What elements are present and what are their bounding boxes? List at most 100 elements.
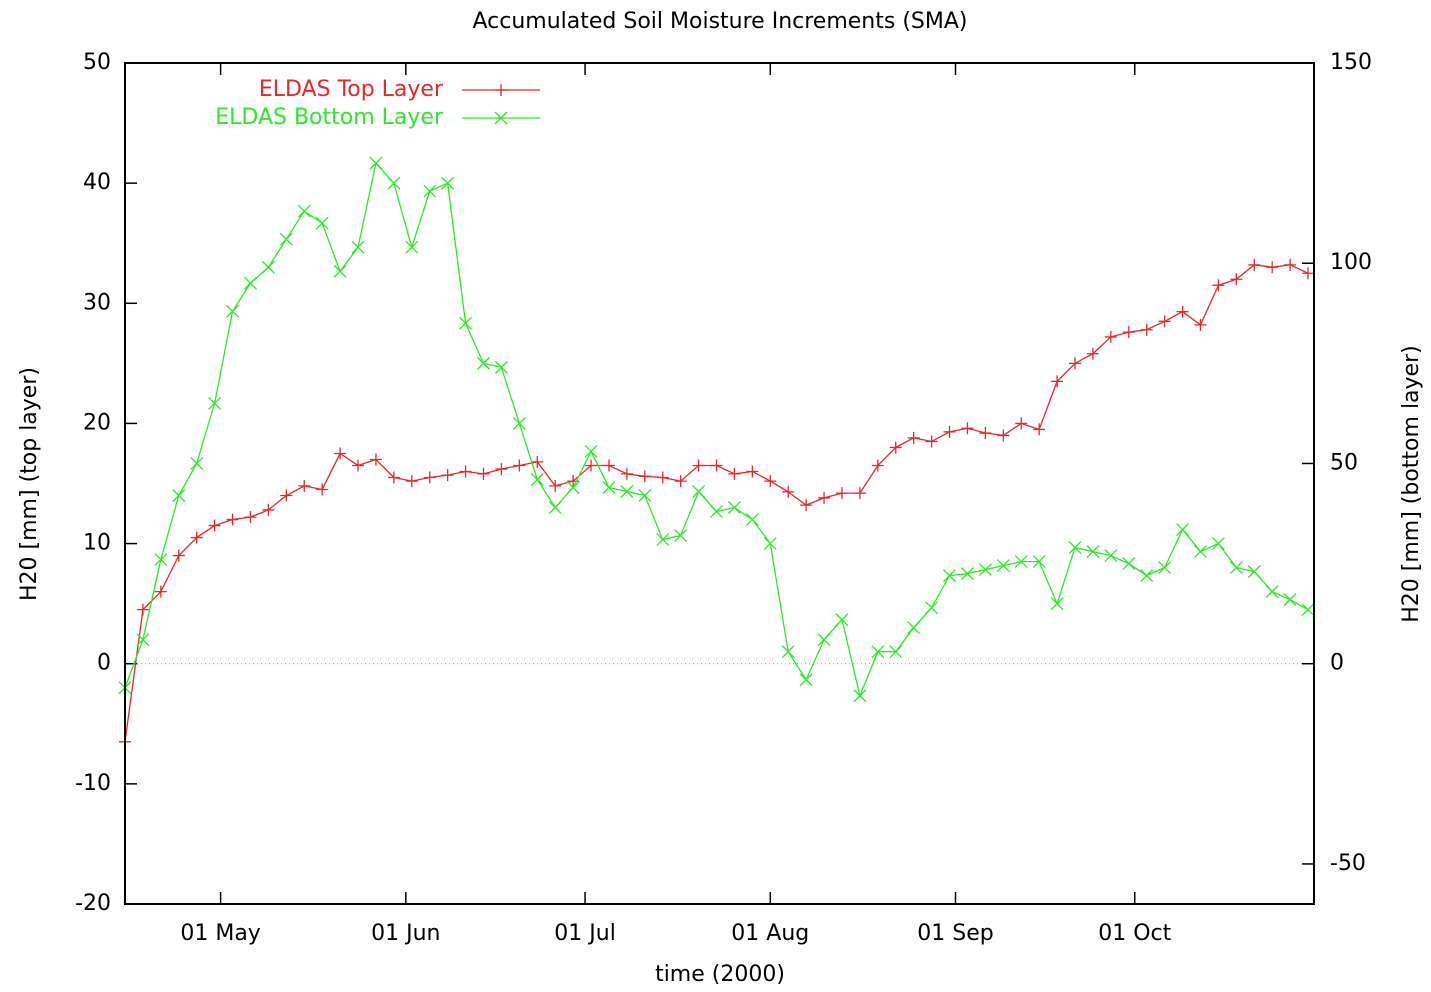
point-marker <box>208 396 222 410</box>
point-marker <box>1104 330 1117 343</box>
point-marker <box>261 260 275 274</box>
legend-label: ELDAS Top Layer <box>259 77 444 102</box>
point-marker <box>334 447 347 460</box>
point-marker <box>226 513 239 526</box>
point-marker <box>441 469 454 482</box>
point-marker <box>871 645 885 659</box>
point-marker <box>190 531 203 544</box>
point-marker <box>710 459 723 472</box>
point-marker <box>692 485 706 498</box>
point-marker <box>602 459 615 472</box>
point-marker <box>512 416 526 430</box>
point-marker <box>800 499 813 512</box>
point-marker <box>674 475 687 488</box>
point-marker <box>1032 555 1046 569</box>
point-marker <box>459 316 473 330</box>
y-tick-label: -20 <box>75 891 111 916</box>
point-marker <box>495 84 507 96</box>
point-marker <box>1158 315 1171 328</box>
legend-label: ELDAS Bottom Layer <box>215 105 444 130</box>
point-marker <box>190 457 204 470</box>
plot-frame <box>124 62 1315 905</box>
point-marker <box>996 559 1010 573</box>
point-marker <box>925 601 939 615</box>
point-marker <box>961 422 974 435</box>
point-marker <box>1247 565 1261 579</box>
point-marker <box>692 459 705 472</box>
point-marker <box>835 613 849 627</box>
point-marker <box>333 264 347 278</box>
point-marker <box>727 501 741 514</box>
point-marker <box>1086 347 1099 360</box>
x-tick-label: 01 Jul <box>554 921 616 946</box>
y2-axis-label: H20 [mm] (bottom layer) <box>1399 345 1424 622</box>
point-marker <box>997 429 1010 442</box>
point-marker <box>1194 318 1207 331</box>
point-marker <box>1176 523 1190 537</box>
point-marker <box>871 459 884 472</box>
point-marker <box>459 465 472 478</box>
point-marker <box>960 567 974 581</box>
point-marker <box>369 156 383 170</box>
point-marker <box>298 479 311 492</box>
point-marker <box>154 553 168 567</box>
chart-title: Accumulated Soil Moisture Increments (SM… <box>473 9 968 34</box>
point-marker <box>352 459 365 472</box>
point-marker <box>1086 545 1100 559</box>
point-marker <box>1104 549 1118 563</box>
point-marker <box>782 485 795 498</box>
point-marker <box>835 487 848 500</box>
point-marker <box>136 603 149 616</box>
point-marker <box>351 240 365 254</box>
point-marker <box>1033 423 1046 436</box>
point-marker <box>638 470 651 483</box>
point-marker <box>889 441 902 454</box>
point-marker <box>656 533 670 547</box>
point-marker <box>494 360 508 374</box>
point-marker <box>423 471 436 484</box>
point-marker <box>1230 273 1243 286</box>
point-marker <box>979 427 992 440</box>
x-tick-label: 01 Oct <box>1098 921 1171 946</box>
y2-tick-label: 100 <box>1330 250 1372 275</box>
point-marker <box>889 645 903 659</box>
point-marker <box>279 232 293 246</box>
y2-tick-label: 50 <box>1330 450 1358 475</box>
point-marker <box>208 519 221 532</box>
y-tick-label: 20 <box>83 410 111 435</box>
point-marker <box>925 435 938 448</box>
point-marker <box>1283 593 1297 607</box>
point-marker <box>746 465 759 478</box>
point-marker <box>817 633 831 647</box>
point-marker <box>1069 357 1082 370</box>
point-marker <box>1265 585 1279 599</box>
point-marker <box>853 689 867 703</box>
point-marker <box>567 475 580 488</box>
point-marker <box>1266 261 1279 274</box>
point-marker <box>943 569 956 583</box>
point-marker <box>620 485 634 498</box>
point-marker <box>1140 323 1153 336</box>
point-marker <box>316 483 329 496</box>
point-marker <box>602 481 616 494</box>
point-marker <box>1014 555 1028 569</box>
point-marker <box>764 475 777 488</box>
point-marker <box>1212 279 1225 292</box>
point-marker <box>549 479 562 492</box>
point-marker <box>799 673 813 687</box>
point-marker <box>530 473 544 486</box>
point-marker <box>387 471 400 484</box>
point-marker <box>1284 258 1297 271</box>
x-tick-label: 01 May <box>180 921 260 946</box>
point-marker <box>638 489 652 502</box>
point-marker <box>1122 557 1136 571</box>
point-marker <box>853 487 866 500</box>
y-tick-label: 30 <box>83 290 111 315</box>
y2-tick-label: 0 <box>1330 651 1344 676</box>
point-marker <box>1122 326 1135 339</box>
point-marker <box>262 503 275 516</box>
y-tick-label: 40 <box>83 170 111 195</box>
x-tick-label: 01 Sep <box>917 921 993 946</box>
